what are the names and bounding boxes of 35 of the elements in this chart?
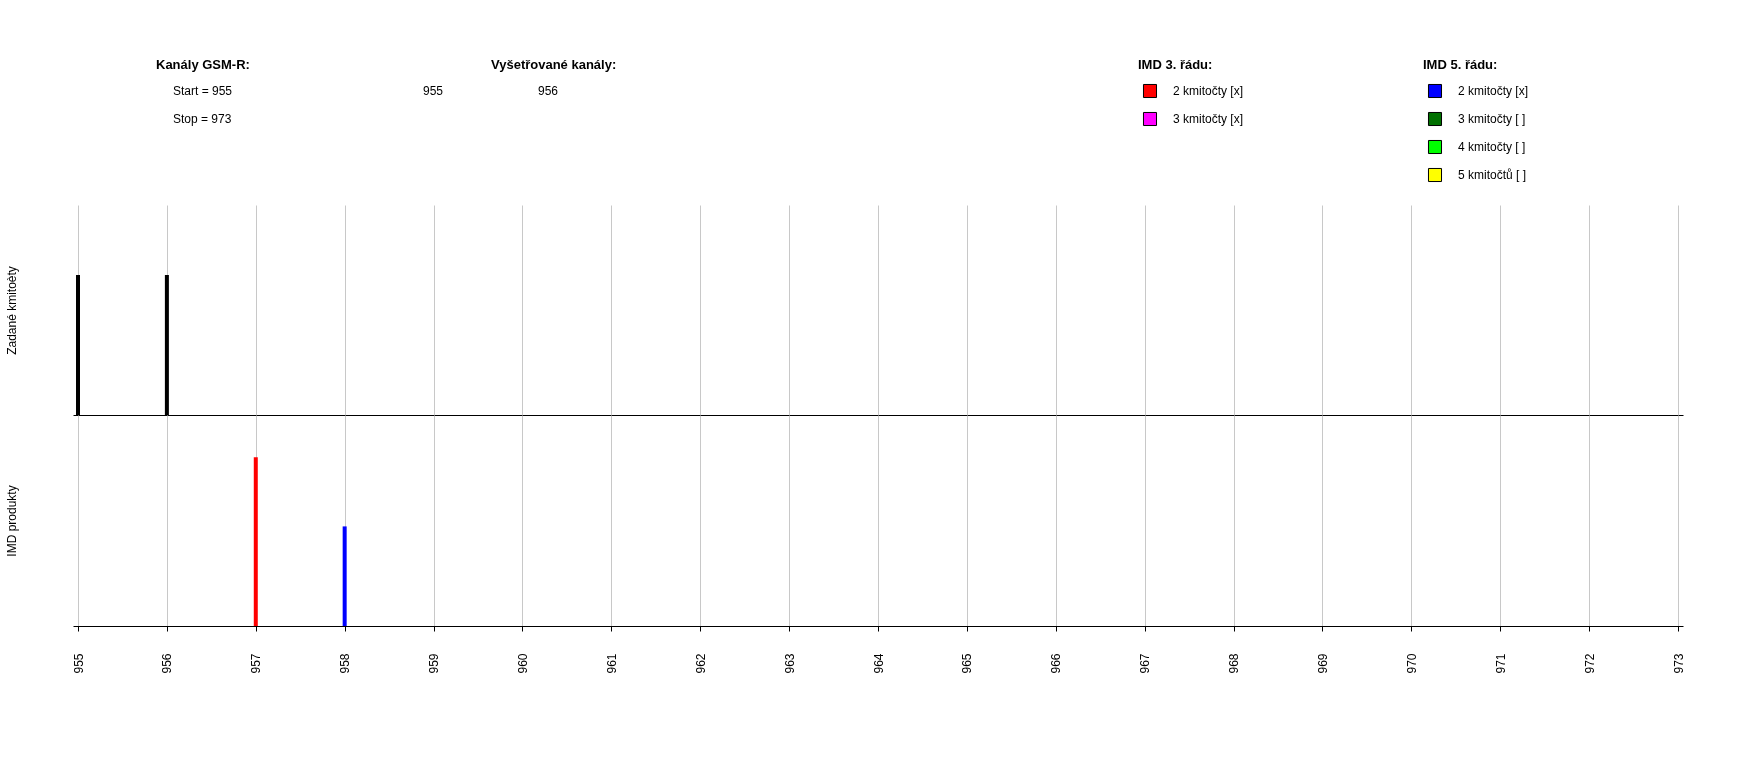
text: Start = 955 (173, 84, 233, 98)
x-tick-label: 963 (782, 653, 797, 674)
x-tick-label: 955 (71, 653, 86, 674)
y-axis-title: Zadané kmitoèty (4, 266, 19, 355)
legend-label: 2 kmitočty [x] (1173, 84, 1244, 98)
x-tick-label: 962 (693, 653, 708, 674)
x-tick-label: 960 (515, 653, 530, 674)
x-tick-label: 964 (871, 653, 886, 674)
x-tick-label: 958 (338, 653, 353, 674)
legend-label: 3 kmitočty [ ] (1458, 112, 1526, 126)
legend-label: 3 kmitočty [x] (1173, 112, 1244, 126)
x-tick-label: 967 (1138, 653, 1153, 674)
x-tick-label: 966 (1049, 653, 1064, 674)
text: 955 (423, 84, 444, 98)
text: Stop = 973 (173, 112, 232, 126)
x-tick-label: 972 (1582, 653, 1597, 674)
text: Kanály GSM-R: (156, 57, 250, 72)
text: IMD 5. řádu: (1423, 57, 1498, 72)
x-tick-label: 971 (1493, 653, 1508, 674)
legend-label: 4 kmitočty [ ] (1458, 140, 1526, 154)
x-tick-label: 973 (1671, 653, 1686, 674)
text: IMD 3. řádu: (1138, 57, 1213, 72)
legend-label: 5 kmitočtů [ ] (1458, 168, 1527, 182)
x-tick-label: 959 (427, 653, 442, 674)
x-tick-label: 968 (1227, 653, 1242, 674)
x-tick-label: 965 (960, 653, 975, 674)
x-tick-label: 961 (604, 653, 619, 674)
legend-label: 2 kmitočty [x] (1458, 84, 1529, 98)
text: 956 (538, 84, 559, 98)
x-tick-label: 970 (1404, 653, 1419, 674)
x-tick-label: 956 (160, 653, 175, 674)
x-tick-label: 957 (249, 653, 264, 674)
x-tick-label: 969 (1315, 653, 1330, 674)
y-axis-title: IMD produkty (4, 485, 19, 557)
text: Vyšetřované kanály: (491, 57, 617, 72)
